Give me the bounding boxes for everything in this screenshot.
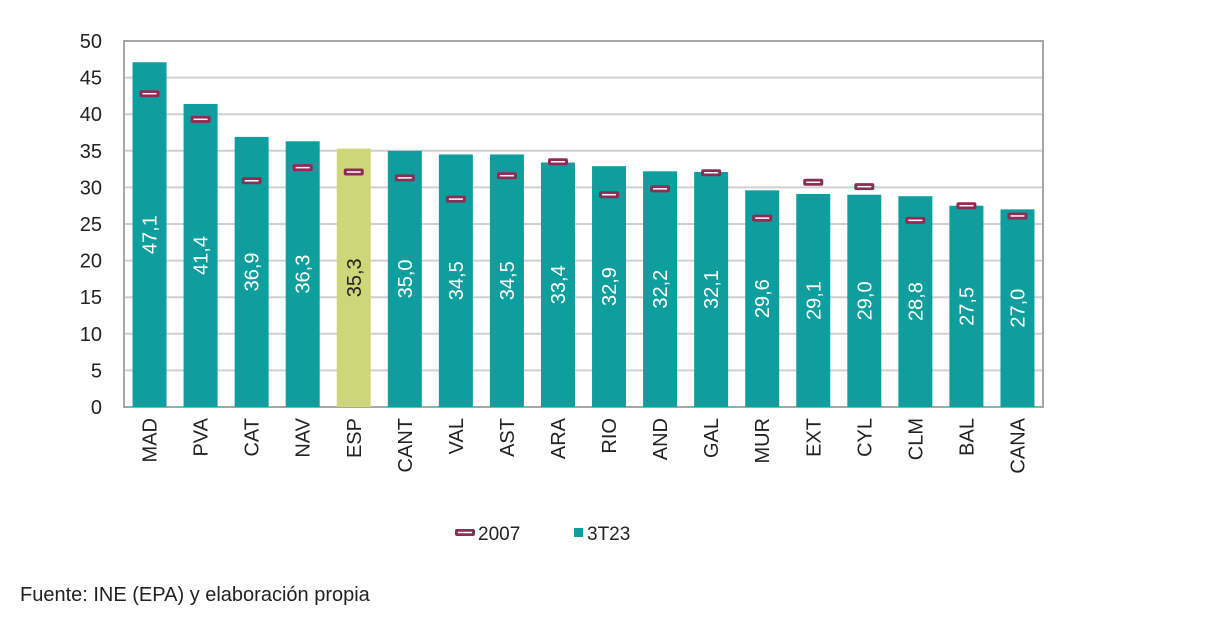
y-tick-label: 5 <box>91 360 102 382</box>
y-tick-label: 40 <box>80 104 102 126</box>
y-tick-label: 50 <box>80 31 102 53</box>
x-tick-label: BAL <box>956 418 978 456</box>
bar-rio <box>592 166 627 407</box>
bar-cyl <box>847 194 882 407</box>
x-tick-label: MUR <box>752 418 774 464</box>
x-tick-label: GAL <box>701 418 723 458</box>
x-tick-label: CANT <box>395 418 417 472</box>
data-label: 36,9 <box>242 252 264 291</box>
data-label: 36,3 <box>293 255 315 294</box>
x-tick-label: ARA <box>548 417 570 459</box>
bar-mad <box>132 62 167 408</box>
x-tick-label: CANA <box>1007 417 1029 473</box>
legend-3t23-icon <box>574 528 583 537</box>
bar-cana <box>1000 209 1035 407</box>
data-label: 29,1 <box>803 281 825 320</box>
data-label: 32,2 <box>650 270 672 309</box>
y-tick-label: 30 <box>80 177 102 199</box>
x-tick-label: VAL <box>446 418 468 454</box>
bar-bal <box>949 205 984 407</box>
y-tick-label: 15 <box>80 287 102 309</box>
y-tick-label: 35 <box>80 141 102 163</box>
y-tick-label: 25 <box>80 214 102 236</box>
y-tick-label: 0 <box>91 397 102 419</box>
data-label: 32,9 <box>599 267 621 306</box>
bar-mur <box>745 190 780 407</box>
bar-ara <box>540 162 575 407</box>
plot-border <box>123 40 1044 408</box>
x-tick-label: PVA <box>191 417 213 456</box>
data-label: 47,1 <box>140 215 162 254</box>
data-label: 29,0 <box>854 281 876 320</box>
bar-ext <box>796 193 831 407</box>
bar-esp <box>336 148 371 407</box>
data-label: 35,0 <box>395 259 417 298</box>
data-label: 32,1 <box>701 270 723 309</box>
legend-3t23-label: 3T23 <box>587 524 630 545</box>
x-tick-label: AST <box>497 418 519 457</box>
data-label: 34,5 <box>497 261 519 300</box>
chart: 0 5 10 15 20 25 30 35 40 45 50 47,1 MAD 41,4 PVA 36,9 CA… <box>80 31 1044 545</box>
x-tick-label: CAT <box>242 418 264 457</box>
data-label: 35,3 <box>344 258 366 297</box>
x-tick-label: NAV <box>293 417 315 457</box>
y-tick-label: 20 <box>80 251 102 273</box>
bar-cant <box>387 150 422 408</box>
x-tick-label: CLM <box>905 418 927 460</box>
source-note: Fuente: INE (EPA) y elaboración propia <box>20 584 370 606</box>
bar-nav <box>285 141 320 407</box>
x-tick-label: MAD <box>140 418 162 462</box>
x-tick-label: AND <box>650 418 672 460</box>
y-tick-label: 45 <box>80 68 102 90</box>
bar-clm <box>898 196 933 407</box>
x-tick-label: RIO <box>599 418 621 454</box>
data-label: 34,5 <box>446 261 468 300</box>
data-label: 27,5 <box>956 287 978 326</box>
data-label: 29,6 <box>752 279 774 318</box>
data-label: 41,4 <box>191 236 213 275</box>
data-label: 27,0 <box>1007 289 1029 328</box>
bar-ast <box>489 154 524 407</box>
bar-and <box>643 171 678 407</box>
bar-gal <box>694 172 729 407</box>
bar-pva <box>183 103 218 408</box>
x-tick-label: EXT <box>803 418 825 457</box>
y-tick-label: 10 <box>80 324 102 346</box>
x-tick-label: CYL <box>854 418 876 457</box>
legend-2007-label: 2007 <box>478 524 520 545</box>
x-tick-label: ESP <box>344 418 366 458</box>
data-label: 33,4 <box>548 265 570 304</box>
data-label: 28,8 <box>905 282 927 321</box>
